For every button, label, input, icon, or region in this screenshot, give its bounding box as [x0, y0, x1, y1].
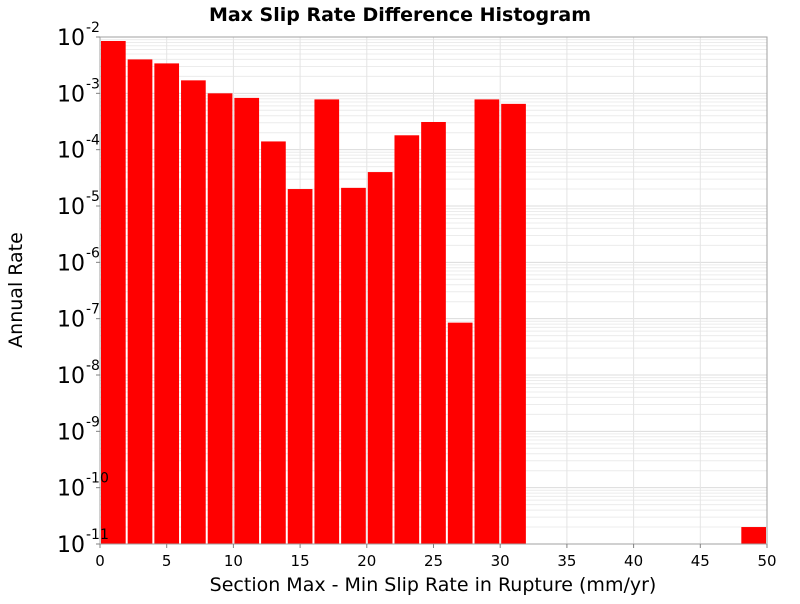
histogram-bar [234, 97, 260, 544]
y-tick-exponent: -8 [86, 358, 100, 374]
histogram-bar [101, 40, 126, 544]
y-tick-exponent: -5 [86, 189, 100, 205]
x-axis-label: Section Max - Min Slip Rate in Rupture (… [210, 574, 657, 596]
histogram-bar [474, 99, 500, 545]
histogram-bar [261, 141, 286, 544]
x-tick-label: 40 [624, 552, 643, 570]
histogram-bar [181, 80, 206, 544]
x-tick-label: 35 [557, 552, 576, 570]
histogram-bar [127, 59, 153, 544]
y-tick-exponent: -11 [86, 527, 109, 543]
y-axis-ticks: 10-210-310-410-510-610-710-810-910 -1010-… [57, 20, 109, 558]
x-tick-label: 5 [162, 552, 172, 570]
histogram-bar [207, 93, 233, 544]
x-tick-label: 50 [757, 552, 776, 570]
x-tick-label: 0 [95, 552, 105, 570]
histogram-bar [447, 322, 473, 544]
x-tick-label: 10 [224, 552, 243, 570]
y-tick-exponent: -4 [86, 133, 100, 149]
y-tick-exponent: -7 [86, 302, 100, 318]
y-tick-label: 10 [57, 420, 85, 445]
x-tick-label: 20 [357, 552, 376, 570]
y-tick-label: 10 [57, 139, 85, 164]
histogram-bar [287, 189, 313, 544]
histogram-bar [367, 172, 393, 544]
histogram-bar [341, 187, 366, 544]
histogram-bar [421, 121, 446, 544]
histogram-bar [394, 135, 420, 544]
y-tick-label: 10 [57, 533, 85, 558]
x-tick-label: 25 [424, 552, 443, 570]
x-tick-label: 45 [691, 552, 710, 570]
histogram-bars [101, 40, 766, 545]
y-tick-label: 10 [57, 26, 85, 51]
y-tick-exponent: -6 [86, 245, 100, 261]
y-tick-exponent: -3 [86, 76, 100, 92]
histogram-bar [154, 63, 180, 545]
y-tick-label: 10 [57, 82, 85, 107]
histogram-bar [741, 527, 766, 544]
x-tick-label: 30 [491, 552, 510, 570]
y-tick-label: 10 [57, 477, 85, 502]
y-tick-exponent: -2 [86, 20, 100, 36]
x-tick-label: 15 [291, 552, 310, 570]
y-tick-label: 10 [57, 308, 85, 333]
histogram-bar [314, 99, 340, 545]
y-tick-exponent: -9 [86, 414, 100, 430]
y-tick-label: 10 [57, 364, 85, 389]
y-axis-label: Annual Rate [5, 232, 27, 348]
y-tick-label: 10 [57, 251, 85, 276]
x-axis-ticks: 0 5 10 15 20 25 30 35 40 45 50 [95, 544, 777, 570]
y-tick-label: 10 [57, 195, 85, 220]
histogram-bar [501, 103, 526, 544]
y-tick-exponent: -10 [86, 471, 109, 487]
chart-title: Max Slip Rate Difference Histogram [209, 4, 591, 26]
